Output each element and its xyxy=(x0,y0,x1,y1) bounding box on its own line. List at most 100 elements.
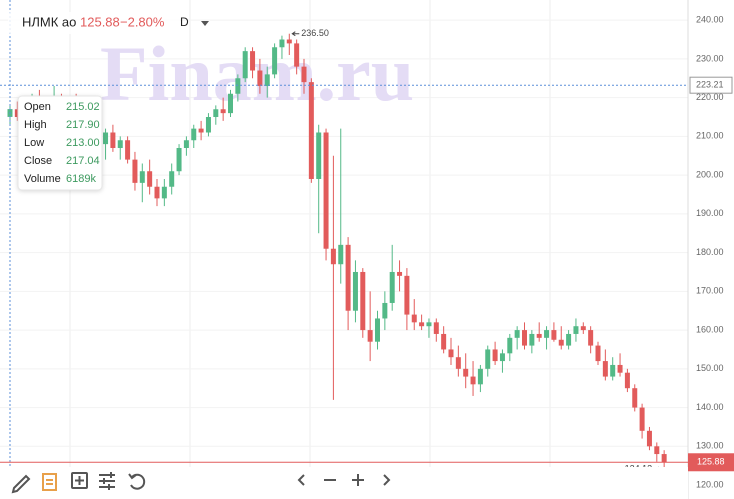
tooltip-value: 213.00 xyxy=(66,137,100,149)
notes-lines[interactable] xyxy=(46,479,53,485)
candle-body xyxy=(294,43,300,67)
y-tick-label: 230.00 xyxy=(696,53,724,63)
candle-body xyxy=(595,345,601,362)
tooltip-value: 6189k xyxy=(66,173,96,185)
watermark: Finam.ru xyxy=(100,30,414,117)
candle-body xyxy=(419,322,425,327)
candle-body xyxy=(375,318,380,342)
y-tick-label: 210.00 xyxy=(696,131,724,141)
tooltip-value: 217.04 xyxy=(66,155,100,167)
candle-body xyxy=(544,330,550,338)
candle-body xyxy=(499,353,505,362)
candle-body xyxy=(264,74,270,87)
reset-icon[interactable] xyxy=(128,473,146,490)
y-axis: 120.00 130.00 140.00 150.00 160.00 170.00 180.… xyxy=(696,15,724,490)
candle-body xyxy=(566,333,572,346)
candle-body xyxy=(477,368,483,385)
crosshair-price-label: 223.21 xyxy=(696,80,724,90)
candle-body xyxy=(610,364,616,377)
header-bg xyxy=(8,12,180,34)
max-label: 236.50 xyxy=(301,28,329,38)
candle-body xyxy=(661,454,667,463)
tooltip-key: Volume xyxy=(24,173,61,185)
notes-icon[interactable] xyxy=(42,473,57,491)
candle-body xyxy=(147,171,153,187)
candle-body xyxy=(110,132,116,148)
y-tick-label: 160.00 xyxy=(696,324,724,334)
candle-body xyxy=(257,70,263,87)
last-price-box xyxy=(688,453,734,472)
candle-body xyxy=(617,364,623,373)
y-tick-label: 200.00 xyxy=(696,169,724,179)
y-tick-label: 130.00 xyxy=(696,441,724,451)
candle-body xyxy=(323,132,329,249)
candle-body xyxy=(492,349,498,362)
add-indicator-plus[interactable] xyxy=(75,476,84,485)
candle-body xyxy=(125,140,131,160)
add-indicator-icon[interactable] xyxy=(71,472,88,489)
candle-body xyxy=(213,109,219,118)
toolbar-icons xyxy=(11,472,391,494)
y-tick-label: 120.00 xyxy=(696,479,724,489)
scroll-left[interactable] xyxy=(297,474,305,486)
candle-body xyxy=(367,330,373,342)
candle-body xyxy=(646,430,652,447)
candle-body xyxy=(382,302,388,319)
vertical-grid xyxy=(69,0,551,467)
candle-body xyxy=(463,368,469,377)
candle-body xyxy=(632,388,638,408)
settings-icon[interactable] xyxy=(99,472,115,490)
candle-body xyxy=(338,244,344,265)
interval-dropdown-arrow[interactable] xyxy=(201,21,209,26)
crosshair-price-box xyxy=(689,76,733,94)
y-tick-label: 190.00 xyxy=(696,208,724,218)
toolbar-bg xyxy=(0,467,688,499)
candle-body xyxy=(272,47,278,75)
candle-body xyxy=(228,93,233,114)
max-arrow xyxy=(291,31,300,37)
interval-selector[interactable]: D xyxy=(180,15,189,29)
candles xyxy=(7,33,667,470)
tooltip-key: High xyxy=(24,119,47,131)
candle-body xyxy=(624,372,630,389)
candle-body xyxy=(433,322,439,334)
candle-body xyxy=(426,322,432,327)
candle-body xyxy=(397,271,403,276)
pencil-icon[interactable] xyxy=(11,474,31,494)
tooltip-key: Close xyxy=(24,155,52,167)
candle-body xyxy=(161,186,167,199)
candle-body xyxy=(220,109,226,114)
tooltip-value: 215.02 xyxy=(66,101,100,113)
candle-body xyxy=(639,407,645,431)
candle-body xyxy=(514,330,520,338)
y-tick-label: 140.00 xyxy=(696,402,724,412)
candle-body xyxy=(117,140,123,148)
candle-body xyxy=(352,271,358,311)
candle-body xyxy=(558,339,564,346)
candle-body xyxy=(235,78,241,94)
candle-body xyxy=(470,376,476,385)
candle-body xyxy=(536,333,542,338)
tooltip-key: Low xyxy=(24,137,44,149)
candle-body xyxy=(279,39,285,48)
zoom-in[interactable] xyxy=(352,474,364,486)
instrument-name: НЛМК ао xyxy=(22,14,76,29)
candle-body xyxy=(448,349,454,358)
candle-body xyxy=(573,326,579,334)
scroll-right[interactable] xyxy=(383,474,391,486)
candle-body xyxy=(360,271,366,331)
candle-body xyxy=(286,39,292,44)
y-tick-label: 180.00 xyxy=(696,247,724,257)
y-tick-label: 170.00 xyxy=(696,286,724,296)
candle-body xyxy=(455,357,461,369)
tooltip-value: 217.90 xyxy=(66,119,100,131)
candle-body xyxy=(14,109,20,118)
candle-body xyxy=(301,66,307,83)
candle-body xyxy=(191,128,197,141)
candle-body xyxy=(176,147,182,172)
candle-body xyxy=(132,159,138,183)
candle-body xyxy=(345,244,351,311)
